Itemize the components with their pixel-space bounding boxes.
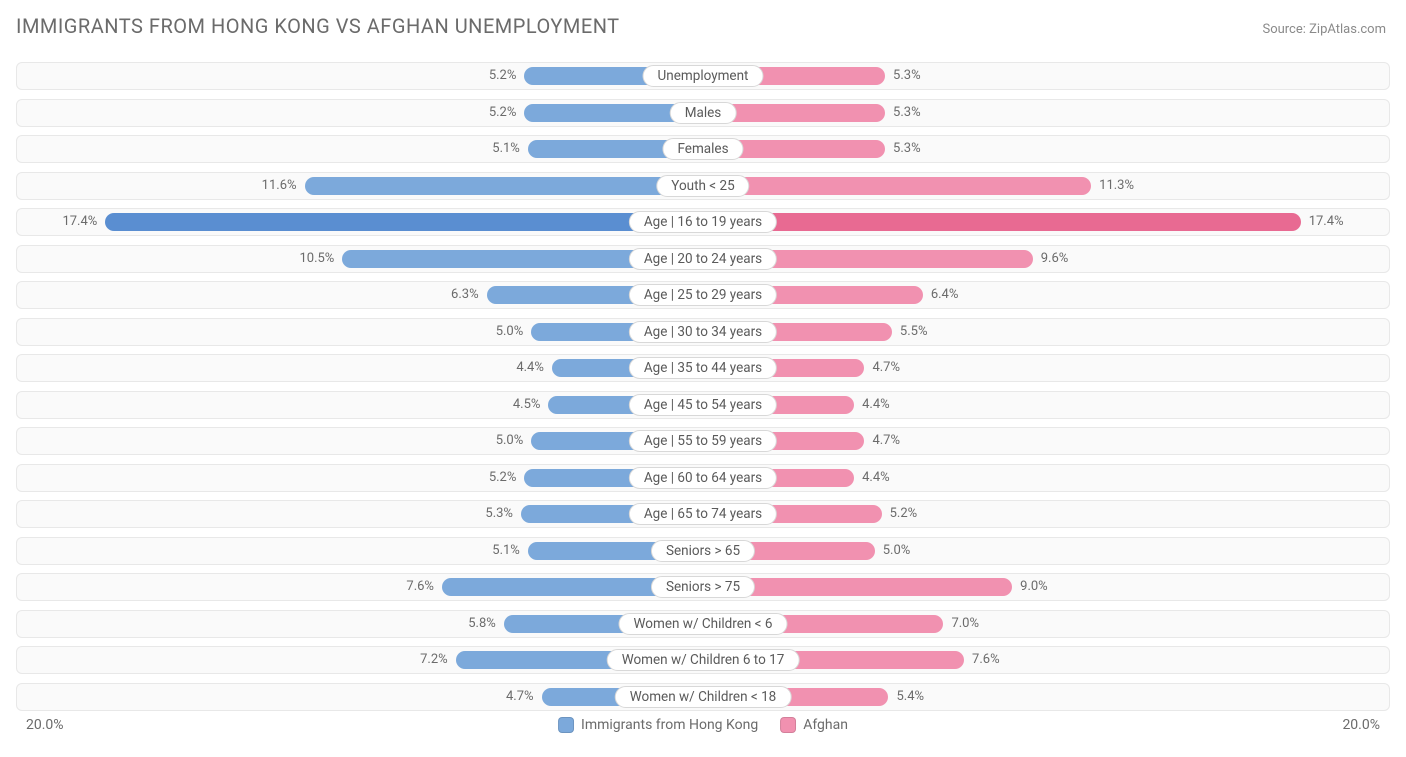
pct-label-left: 5.8% bbox=[468, 615, 496, 633]
pct-label-right: 9.6% bbox=[1041, 250, 1069, 268]
bar-right bbox=[703, 213, 1301, 231]
legend: Immigrants from Hong Kong Afghan bbox=[558, 717, 848, 733]
page-title: IMMIGRANTS FROM HONG KONG VS AFGHAN UNEM… bbox=[16, 14, 620, 38]
pct-label-left: 5.1% bbox=[492, 542, 520, 560]
pct-label-right: 4.4% bbox=[862, 469, 890, 487]
pct-label-left: 7.6% bbox=[406, 578, 434, 596]
pct-label-left: 5.3% bbox=[485, 505, 513, 523]
legend-label-left: Immigrants from Hong Kong bbox=[581, 717, 758, 733]
pct-label-left: 4.5% bbox=[513, 396, 541, 414]
pct-label-right: 17.4% bbox=[1309, 213, 1344, 231]
pct-label-right: 7.0% bbox=[951, 615, 979, 633]
pct-label-left: 5.0% bbox=[496, 432, 524, 450]
pct-label-right: 5.0% bbox=[883, 542, 911, 560]
category-label: Females bbox=[662, 138, 743, 160]
category-label: Age | 20 to 24 years bbox=[629, 248, 777, 270]
category-label: Women w/ Children < 6 bbox=[619, 613, 788, 635]
bar-right bbox=[703, 177, 1091, 195]
pct-label-left: 17.4% bbox=[62, 213, 97, 231]
category-label: Age | 25 to 29 years bbox=[629, 284, 777, 306]
pct-label-right: 5.4% bbox=[896, 688, 924, 706]
pct-label-right: 6.4% bbox=[931, 286, 959, 304]
category-label: Age | 60 to 64 years bbox=[629, 467, 777, 489]
chart-row: 5.0% 5.5% Age | 30 to 34 years bbox=[16, 316, 1390, 350]
category-label: Unemployment bbox=[643, 65, 764, 87]
category-label: Youth < 25 bbox=[656, 175, 749, 197]
chart-row: 7.6% 9.0% Seniors > 75 bbox=[16, 571, 1390, 605]
category-label: Seniors > 75 bbox=[651, 576, 755, 598]
pct-label-right: 4.7% bbox=[872, 359, 900, 377]
category-label: Age | 65 to 74 years bbox=[629, 503, 777, 525]
pct-label-left: 4.7% bbox=[506, 688, 534, 706]
legend-label-right: Afghan bbox=[803, 717, 848, 733]
bar-left bbox=[105, 213, 703, 231]
pct-label-left: 7.2% bbox=[420, 651, 448, 669]
category-label: Age | 55 to 59 years bbox=[629, 430, 777, 452]
source-attribution: Source: ZipAtlas.com bbox=[1262, 22, 1386, 37]
chart-row: 4.7% 5.4% Women w/ Children < 18 bbox=[16, 681, 1390, 715]
chart-row: 7.2% 7.6% Women w/ Children 6 to 17 bbox=[16, 644, 1390, 678]
category-label: Males bbox=[670, 102, 737, 124]
category-label: Seniors > 65 bbox=[651, 540, 755, 562]
category-label: Age | 45 to 54 years bbox=[629, 394, 777, 416]
legend-item-right: Afghan bbox=[780, 717, 848, 733]
pct-label-right: 9.0% bbox=[1020, 578, 1048, 596]
chart-row: 11.6% 11.3% Youth < 25 bbox=[16, 170, 1390, 204]
legend-swatch-right bbox=[780, 717, 796, 733]
diverging-bar-chart: 5.2% 5.3% Unemployment 5.2% 5.3% Males 5.1% 5.3… bbox=[16, 60, 1390, 697]
pct-label-right: 5.3% bbox=[893, 104, 921, 122]
pct-label-right: 4.7% bbox=[872, 432, 900, 450]
chart-row: 6.3% 6.4% Age | 25 to 29 years bbox=[16, 279, 1390, 313]
pct-label-right: 5.5% bbox=[900, 323, 928, 341]
axis-left-label: 20.0% bbox=[26, 717, 64, 733]
chart-row: 5.2% 4.4% Age | 60 to 64 years bbox=[16, 462, 1390, 496]
chart-row: 5.8% 7.0% Women w/ Children < 6 bbox=[16, 608, 1390, 642]
pct-label-left: 6.3% bbox=[451, 286, 479, 304]
bar-left bbox=[305, 177, 703, 195]
category-label: Age | 16 to 19 years bbox=[629, 211, 777, 233]
category-label: Women w/ Children < 18 bbox=[615, 686, 792, 708]
chart-row: 5.2% 5.3% Males bbox=[16, 97, 1390, 131]
pct-label-left: 5.2% bbox=[489, 104, 517, 122]
pct-label-left: 5.1% bbox=[492, 140, 520, 158]
pct-label-right: 5.3% bbox=[893, 67, 921, 85]
pct-label-left: 4.4% bbox=[516, 359, 544, 377]
pct-label-right: 5.3% bbox=[893, 140, 921, 158]
pct-label-left: 5.0% bbox=[496, 323, 524, 341]
pct-label-right: 11.3% bbox=[1099, 177, 1134, 195]
pct-label-right: 7.6% bbox=[972, 651, 1000, 669]
legend-swatch-left bbox=[558, 717, 574, 733]
chart-row: 10.5% 9.6% Age | 20 to 24 years bbox=[16, 243, 1390, 277]
pct-label-left: 5.2% bbox=[489, 469, 517, 487]
pct-label-left: 10.5% bbox=[299, 250, 334, 268]
category-label: Age | 30 to 34 years bbox=[629, 321, 777, 343]
chart-row: 4.5% 4.4% Age | 45 to 54 years bbox=[16, 389, 1390, 423]
chart-row: 5.1% 5.3% Females bbox=[16, 133, 1390, 167]
pct-label-right: 4.4% bbox=[862, 396, 890, 414]
chart-row: 4.4% 4.7% Age | 35 to 44 years bbox=[16, 352, 1390, 386]
category-label: Women w/ Children 6 to 17 bbox=[607, 649, 800, 671]
pct-label-left: 5.2% bbox=[489, 67, 517, 85]
pct-label-left: 11.6% bbox=[262, 177, 297, 195]
chart-row: 5.2% 5.3% Unemployment bbox=[16, 60, 1390, 94]
chart-row: 5.0% 4.7% Age | 55 to 59 years bbox=[16, 425, 1390, 459]
axis-right-label: 20.0% bbox=[1342, 717, 1380, 733]
chart-row: 5.1% 5.0% Seniors > 65 bbox=[16, 535, 1390, 569]
pct-label-right: 5.2% bbox=[890, 505, 918, 523]
legend-item-left: Immigrants from Hong Kong bbox=[558, 717, 758, 733]
category-label: Age | 35 to 44 years bbox=[629, 357, 777, 379]
chart-row: 5.3% 5.2% Age | 65 to 74 years bbox=[16, 498, 1390, 532]
chart-row: 17.4% 17.4% Age | 16 to 19 years bbox=[16, 206, 1390, 240]
